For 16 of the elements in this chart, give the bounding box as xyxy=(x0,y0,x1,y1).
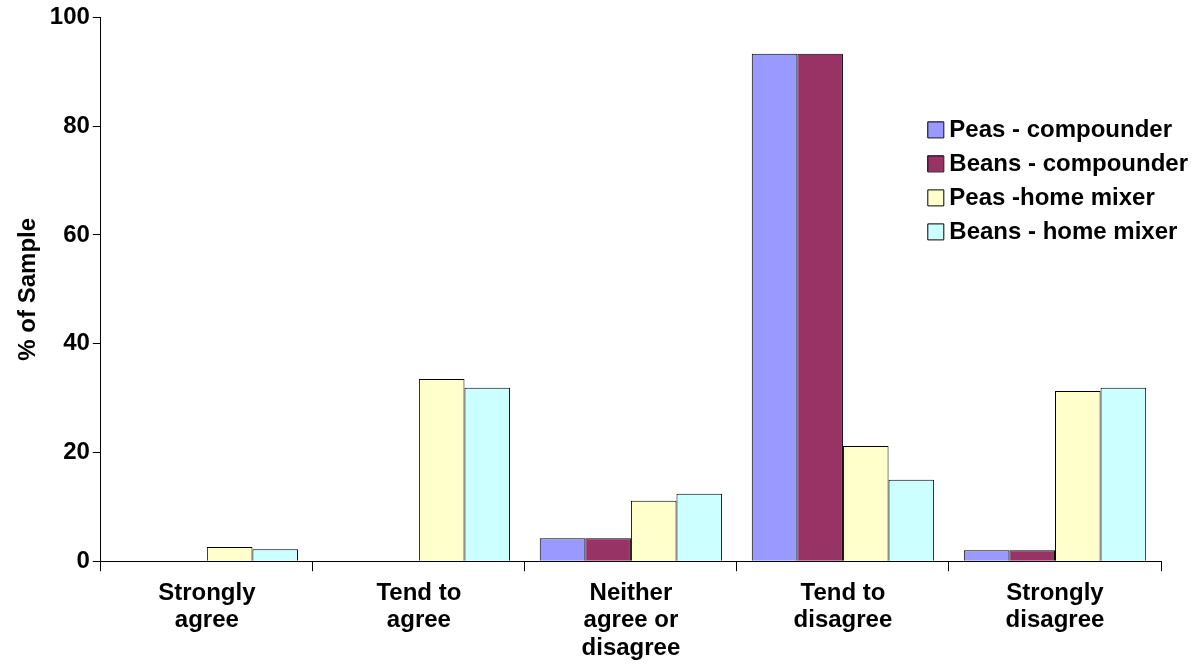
legend-label: Beans - home mixer xyxy=(949,217,1178,245)
legend-label: Peas -home mixer xyxy=(949,183,1155,211)
y-tick-label: 20 xyxy=(63,437,90,465)
legend-label: Peas - compounder xyxy=(949,115,1173,143)
x-tick-label: Neither agree or disagree xyxy=(581,577,681,660)
y-tick-label: 60 xyxy=(63,219,90,247)
y-tick-label: 100 xyxy=(49,2,90,30)
x-tick-label: Tend to disagree xyxy=(793,577,893,633)
y-tick-label: 80 xyxy=(63,110,90,138)
y-axis-title: % of Sample xyxy=(13,217,41,361)
y-tick-label: 0 xyxy=(76,545,90,573)
legend-label: Beans - compounder xyxy=(949,149,1188,177)
y-tick-label: 40 xyxy=(63,328,90,356)
x-tick-label: Strongly agree xyxy=(158,577,257,633)
x-tick-label: Tend to agree xyxy=(376,577,462,633)
x-tick-label: Strongly disagree xyxy=(1005,577,1105,633)
